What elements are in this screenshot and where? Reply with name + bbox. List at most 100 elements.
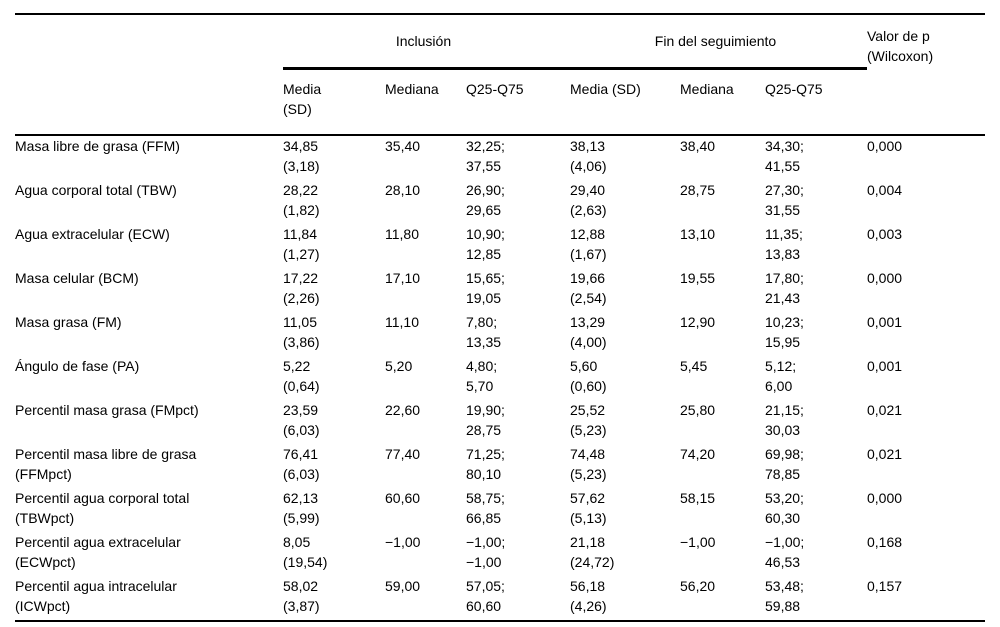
col-group-inclusion: Inclusión bbox=[283, 13, 570, 70]
cell-inclusion-media-sd: 11,84 (1,27) bbox=[283, 225, 320, 262]
cell-fin-media-sd: 74,48 (5,23) bbox=[570, 445, 607, 482]
cell-inclusion-q25-q75: 32,25; 37,55 bbox=[466, 133, 570, 180]
cell-inclusion-media-sd: 8,05 (19,54) bbox=[283, 533, 328, 570]
cell-inclusion-mediana: 28,10 bbox=[385, 181, 421, 198]
sub-header-row: Media (SD) Mediana Q25-Q75 Media (SD) Me… bbox=[15, 68, 985, 135]
cell-fin-q25-q75: 5,12; 6,00 bbox=[765, 357, 797, 394]
cell-fin-mediana: 19,55 bbox=[680, 269, 716, 286]
cell-p-value: 0,001 bbox=[867, 313, 903, 330]
cell-inclusion-q25-q75: 71,25; 80,10 bbox=[466, 445, 505, 482]
cell-inclusion-media-sd: 58,02 (3,87) bbox=[283, 575, 385, 622]
col-group-fin-seguimiento: Fin del seguimiento bbox=[570, 13, 867, 70]
results-table: Inclusión Fin del seguimiento Valor de p… bbox=[15, 13, 985, 622]
table-row-ecwpct: Percentil agua extracelular (ECWpct) 8,0… bbox=[15, 532, 985, 576]
table-row-fmpct: Percentil masa grasa (FMpct) 23,59 (6,03… bbox=[15, 400, 985, 444]
row-label: Masa grasa (FM) bbox=[15, 313, 122, 330]
cell-inclusion-mediana: 17,10 bbox=[385, 269, 421, 286]
table-row-icwpct: Percentil agua intracelular (ICWpct) 58,… bbox=[15, 575, 985, 622]
cell-fin-mediana: 28,75 bbox=[680, 181, 716, 198]
cell-inclusion-q25-q75: 26,90; 29,65 bbox=[466, 181, 505, 218]
p-value-header: Valor de p (Wilcoxon) bbox=[867, 13, 985, 135]
row-label: Masa celular (BCM) bbox=[15, 269, 139, 286]
cell-fin-media-sd: 56,18 (4,26) bbox=[570, 575, 680, 622]
cell-inclusion-media-sd: 28,22 (1,82) bbox=[283, 181, 320, 218]
cell-inclusion-media-sd: 11,05 (3,86) bbox=[283, 313, 320, 350]
table-row-ffmpct: Percentil masa libre de grasa (FFMpct) 7… bbox=[15, 444, 985, 488]
cell-fin-q25-q75: 17,80; 21,43 bbox=[765, 269, 804, 306]
cell-fin-mediana: 38,40 bbox=[680, 133, 765, 180]
cell-inclusion-media-sd: 23,59 (6,03) bbox=[283, 401, 320, 438]
cell-p-value: 0,168 bbox=[867, 533, 903, 550]
cell-inclusion-q25-q75: 10,90; 12,85 bbox=[466, 225, 505, 262]
cell-inclusion-media-sd: 5,22 (0,64) bbox=[283, 357, 320, 394]
cell-fin-q25-q75: 34,30; 41,55 bbox=[765, 133, 867, 180]
row-label: Masa libre de grasa (FFM) bbox=[15, 133, 283, 180]
col-header-fin-media-sd: Media (SD) bbox=[570, 80, 641, 97]
cell-fin-media-sd: 19,66 (2,54) bbox=[570, 269, 607, 306]
cell-fin-q25-q75: 69,98; 78,85 bbox=[765, 445, 804, 482]
cell-inclusion-mediana: −1,00 bbox=[385, 533, 421, 550]
group-header-row: Inclusión Fin del seguimiento Valor de p… bbox=[15, 13, 985, 135]
cell-inclusion-media-sd: 62,13 (5,99) bbox=[283, 489, 320, 526]
row-label: Percentil masa libre de grasa (FFMpct) bbox=[15, 445, 197, 482]
cell-fin-mediana: 58,15 bbox=[680, 489, 716, 506]
col-header-inclusion-q25-q75: Q25-Q75 bbox=[466, 80, 524, 97]
cell-fin-mediana: 13,10 bbox=[680, 225, 716, 242]
cell-inclusion-q25-q75: 4,80; 5,70 bbox=[466, 357, 498, 394]
row-label: Agua extracelular (ECW) bbox=[15, 225, 170, 242]
row-label: Agua corporal total (TBW) bbox=[15, 181, 177, 198]
table-row-bcm: Masa celular (BCM) 17,22 (2,26) 17,10 15… bbox=[15, 268, 985, 312]
cell-inclusion-media-sd: 17,22 (2,26) bbox=[283, 269, 320, 306]
cell-p-value: 0,021 bbox=[867, 445, 903, 462]
cell-fin-q25-q75: −1,00; 46,53 bbox=[765, 533, 805, 570]
cell-fin-q25-q75: 27,30; 31,55 bbox=[765, 181, 804, 218]
cell-inclusion-mediana: 11,80 bbox=[385, 225, 419, 242]
table-row-tbwpct: Percentil agua corporal total (TBWpct) 6… bbox=[15, 488, 985, 532]
row-label: Percentil agua extracelular (ECWpct) bbox=[15, 533, 181, 570]
cell-p-value: 0,000 bbox=[867, 133, 985, 180]
table-row-pa: Ángulo de fase (PA) 5,22 (0,64) 5,20 4,8… bbox=[15, 356, 985, 400]
cell-p-value: 0,157 bbox=[867, 575, 985, 622]
row-label: Percentil agua corporal total (TBWpct) bbox=[15, 489, 190, 526]
table-row-ecw: Agua extracelular (ECW) 11,84 (1,27) 11,… bbox=[15, 224, 985, 268]
row-label: Percentil agua intracelular (ICWpct) bbox=[15, 575, 283, 622]
cell-fin-media-sd: 21,18 (24,72) bbox=[570, 533, 615, 570]
cell-inclusion-q25-q75: 57,05; 60,60 bbox=[466, 575, 570, 622]
cell-inclusion-mediana: 59,00 bbox=[385, 575, 466, 622]
cell-fin-media-sd: 5,60 (0,60) bbox=[570, 357, 607, 394]
col-header-inclusion-media-sd: Media (SD) bbox=[283, 80, 322, 117]
cell-fin-media-sd: 13,29 (4,00) bbox=[570, 313, 607, 350]
cell-fin-media-sd: 38,13 (4,06) bbox=[570, 133, 680, 180]
cell-inclusion-q25-q75: −1,00; −1,00 bbox=[466, 533, 506, 570]
cell-inclusion-media-sd: 34,85 (3,18) bbox=[283, 133, 385, 180]
table-row-tbw: Agua corporal total (TBW) 28,22 (1,82) 2… bbox=[15, 180, 985, 224]
col-header-fin-mediana: Mediana bbox=[680, 80, 734, 97]
cell-fin-mediana: 56,20 bbox=[680, 575, 765, 622]
col-header-fin-q25-q75: Q25-Q75 bbox=[765, 80, 823, 97]
row-label: Percentil masa grasa (FMpct) bbox=[15, 401, 199, 418]
cell-p-value: 0,001 bbox=[867, 357, 903, 374]
cell-p-value: 0,003 bbox=[867, 225, 903, 242]
cell-fin-media-sd: 57,62 (5,13) bbox=[570, 489, 607, 526]
cell-inclusion-mediana: 11,10 bbox=[385, 313, 419, 330]
cell-p-value: 0,004 bbox=[867, 181, 903, 198]
corner-empty-cell bbox=[15, 13, 283, 135]
cell-p-value: 0,000 bbox=[867, 489, 903, 506]
cell-inclusion-mediana: 5,20 bbox=[385, 357, 413, 374]
cell-fin-mediana: 5,45 bbox=[680, 357, 708, 374]
cell-fin-media-sd: 29,40 (2,63) bbox=[570, 181, 607, 218]
cell-fin-q25-q75: 11,35; 13,83 bbox=[765, 225, 803, 262]
cell-inclusion-mediana: 77,40 bbox=[385, 445, 421, 462]
cell-fin-mediana: 74,20 bbox=[680, 445, 716, 462]
cell-fin-media-sd: 12,88 (1,67) bbox=[570, 225, 607, 262]
cell-inclusion-media-sd: 76,41 (6,03) bbox=[283, 445, 320, 482]
cell-inclusion-q25-q75: 7,80; 13,35 bbox=[466, 313, 502, 350]
cell-fin-q25-q75: 53,48; 59,88 bbox=[765, 575, 867, 622]
cell-fin-q25-q75: 10,23; 15,95 bbox=[765, 313, 804, 350]
cell-fin-mediana: −1,00 bbox=[680, 533, 716, 550]
cell-inclusion-q25-q75: 19,90; 28,75 bbox=[466, 401, 505, 438]
cell-inclusion-mediana: 60,60 bbox=[385, 489, 421, 506]
cell-fin-q25-q75: 21,15; 30,03 bbox=[765, 401, 804, 438]
cell-inclusion-q25-q75: 15,65; 19,05 bbox=[466, 269, 505, 306]
